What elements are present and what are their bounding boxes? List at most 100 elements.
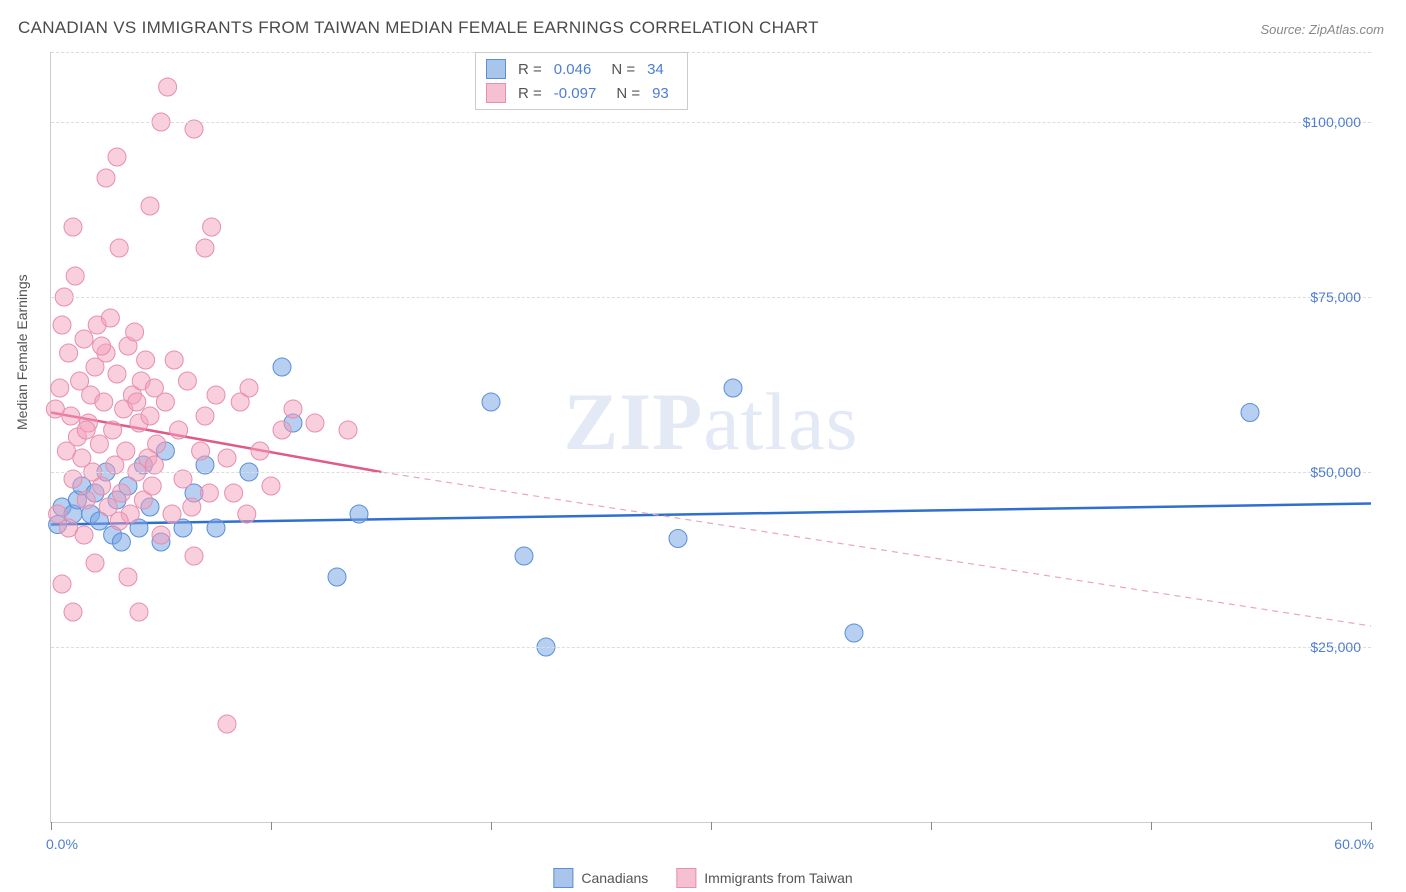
x-tick xyxy=(1151,822,1152,830)
data-point xyxy=(218,715,236,733)
legend-label: Canadians xyxy=(581,870,648,886)
x-tick xyxy=(931,822,932,830)
data-point xyxy=(110,239,128,257)
stat-n-value: 34 xyxy=(647,61,664,78)
data-point xyxy=(53,316,71,334)
x-tick xyxy=(51,822,52,830)
x-tick xyxy=(1371,822,1372,830)
data-point xyxy=(93,477,111,495)
data-point xyxy=(178,372,196,390)
data-point xyxy=(137,351,155,369)
stats-row: R = 0.046 N = 34 xyxy=(486,57,677,81)
data-point xyxy=(97,169,115,187)
data-point xyxy=(95,393,113,411)
x-axis-start-label: 0.0% xyxy=(46,836,78,852)
data-point xyxy=(159,78,177,96)
data-point xyxy=(60,344,78,362)
data-point xyxy=(51,379,69,397)
chart-container: CANADIAN VS IMMIGRANTS FROM TAIWAN MEDIA… xyxy=(0,0,1406,892)
legend-label: Immigrants from Taiwan xyxy=(704,870,852,886)
data-point xyxy=(339,421,357,439)
data-point xyxy=(86,554,104,572)
data-point xyxy=(515,547,533,565)
y-axis-label: Median Female Earnings xyxy=(14,274,30,430)
gridline xyxy=(51,52,1371,53)
data-point xyxy=(108,148,126,166)
data-point xyxy=(152,526,170,544)
data-point xyxy=(273,358,291,376)
data-point xyxy=(724,379,742,397)
gridline xyxy=(51,647,1371,648)
plot-area: ZIPatlas $25,000$50,000$75,000$100,000 xyxy=(50,52,1371,823)
stat-r-label: R = xyxy=(518,85,542,102)
stat-r-label: R = xyxy=(518,61,542,78)
data-point xyxy=(77,491,95,509)
source-label: Source: ZipAtlas.com xyxy=(1260,22,1384,37)
data-point xyxy=(112,484,130,502)
data-point xyxy=(62,407,80,425)
data-point xyxy=(200,484,218,502)
data-point xyxy=(350,505,368,523)
data-point xyxy=(165,351,183,369)
stat-n-label: N = xyxy=(611,61,635,78)
stat-r-value: -0.097 xyxy=(554,85,597,102)
legend-item: Immigrants from Taiwan xyxy=(676,868,852,888)
data-point xyxy=(328,568,346,586)
data-point xyxy=(110,512,128,530)
x-tick xyxy=(271,822,272,830)
data-point xyxy=(77,421,95,439)
data-point xyxy=(669,530,687,548)
data-point xyxy=(130,603,148,621)
data-point xyxy=(218,449,236,467)
data-point xyxy=(207,519,225,537)
gridline xyxy=(51,472,1371,473)
data-point xyxy=(262,477,280,495)
data-point xyxy=(104,421,122,439)
gridline xyxy=(51,122,1371,123)
data-point xyxy=(141,197,159,215)
data-point xyxy=(90,435,108,453)
x-axis-end-label: 60.0% xyxy=(1334,836,1374,852)
data-point xyxy=(163,505,181,523)
data-point xyxy=(196,407,214,425)
gridline xyxy=(51,297,1371,298)
chart-title: CANADIAN VS IMMIGRANTS FROM TAIWAN MEDIA… xyxy=(18,18,819,38)
x-tick xyxy=(711,822,712,830)
stat-r-value: 0.046 xyxy=(554,61,592,78)
data-point xyxy=(141,407,159,425)
data-point xyxy=(108,365,126,383)
data-point xyxy=(192,442,210,460)
stat-n-value: 93 xyxy=(652,85,669,102)
data-point xyxy=(238,505,256,523)
stat-n-label: N = xyxy=(616,85,640,102)
stats-row: R = -0.097 N = 93 xyxy=(486,81,677,105)
data-point xyxy=(306,414,324,432)
y-tick-label: $100,000 xyxy=(1303,114,1361,130)
data-point xyxy=(143,477,161,495)
legend-item: Canadians xyxy=(553,868,648,888)
legend-swatch xyxy=(486,83,506,103)
data-point xyxy=(207,386,225,404)
data-point xyxy=(231,393,249,411)
data-point xyxy=(64,218,82,236)
data-point xyxy=(126,323,144,341)
data-point xyxy=(185,547,203,565)
data-point xyxy=(93,337,111,355)
plot-svg xyxy=(51,52,1371,822)
data-point xyxy=(66,267,84,285)
data-point xyxy=(156,393,174,411)
data-point xyxy=(148,435,166,453)
data-point xyxy=(251,442,269,460)
data-point xyxy=(1241,404,1259,422)
bottom-legend: Canadians Immigrants from Taiwan xyxy=(553,868,852,888)
data-point xyxy=(119,568,137,586)
data-point xyxy=(64,603,82,621)
data-point xyxy=(284,400,302,418)
legend-swatch xyxy=(553,868,573,888)
y-tick-label: $75,000 xyxy=(1310,289,1361,305)
data-point xyxy=(225,484,243,502)
legend-swatch xyxy=(486,59,506,79)
data-point xyxy=(101,309,119,327)
data-point xyxy=(128,393,146,411)
data-point xyxy=(203,218,221,236)
